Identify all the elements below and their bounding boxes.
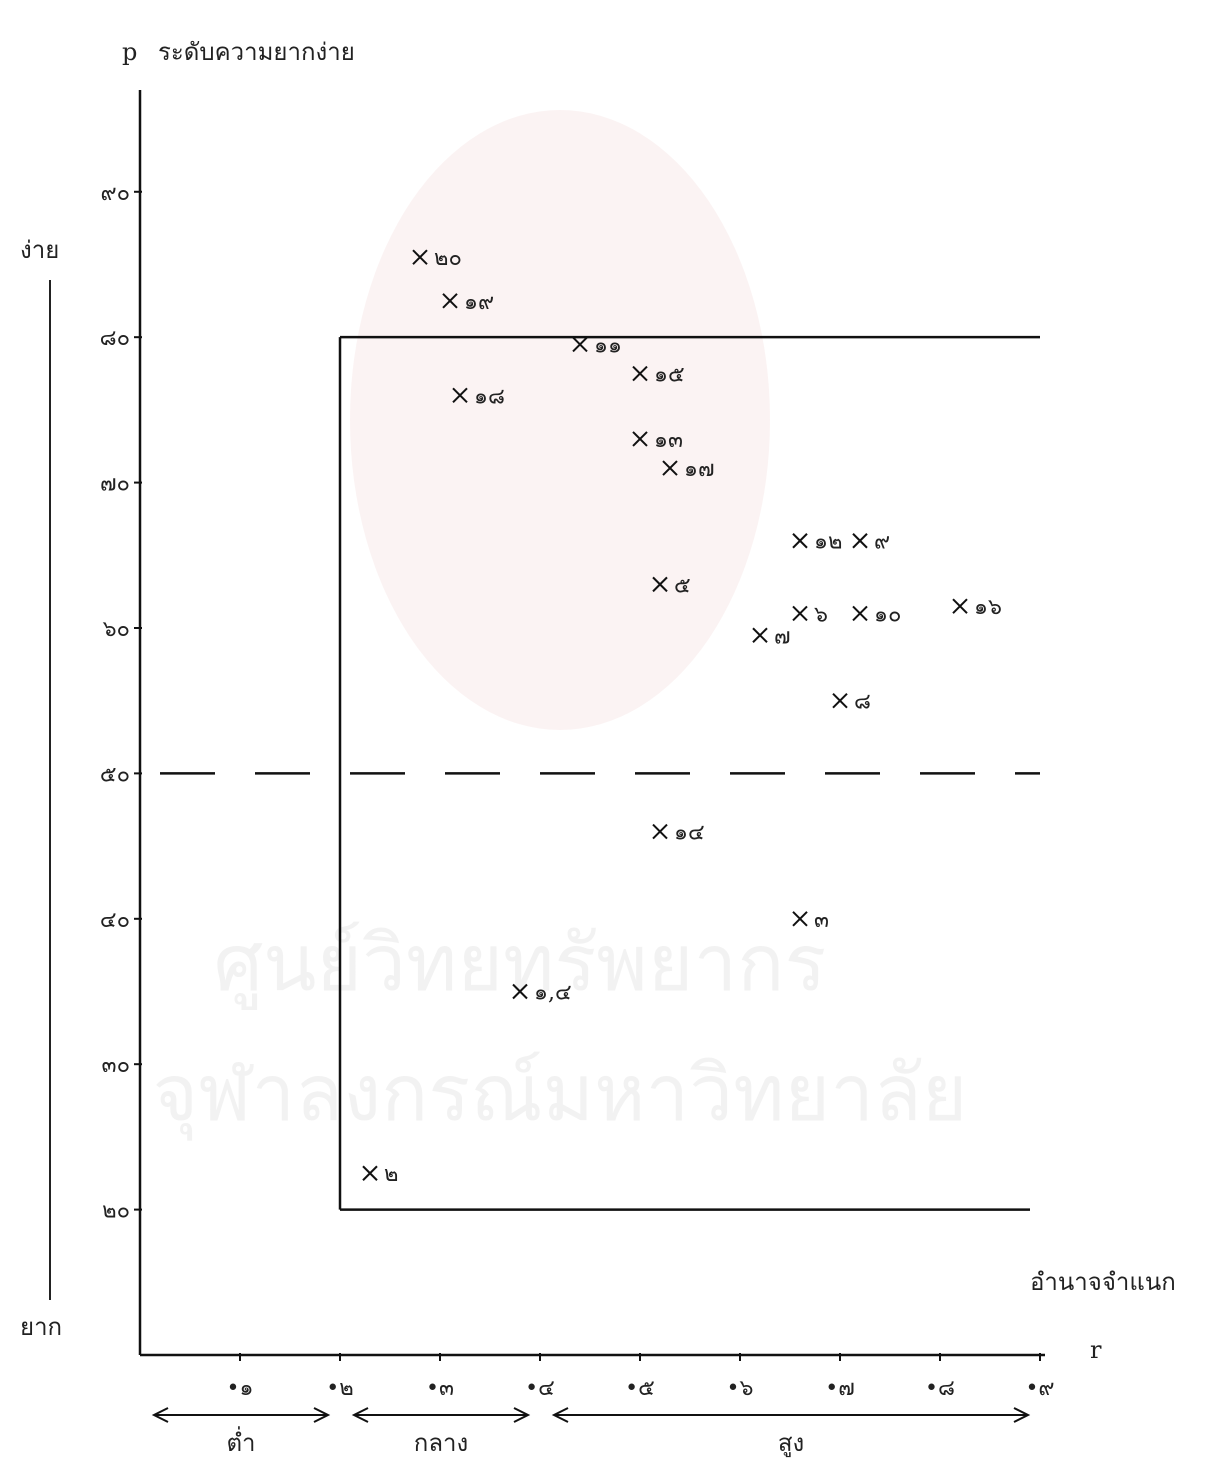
point-label: ๖ <box>814 602 828 627</box>
band-label: สูง <box>778 1429 804 1458</box>
point-marker-stroke <box>632 365 648 382</box>
band-label: ต่ำ <box>226 1426 255 1457</box>
y-side-label-hard: ยาก <box>20 1313 62 1341</box>
y-tick-label: ๕๐ <box>100 762 130 787</box>
data-point: ๑๒ <box>792 530 842 555</box>
point-marker-stroke <box>952 598 968 614</box>
point-marker-stroke <box>792 533 808 549</box>
watermark: ศูนย์วิทยทรัพยากร จุฬาลงกรณ์มหาวิทยาลัย <box>152 110 968 1141</box>
band-arrow-left-head <box>551 1407 569 1423</box>
point-label: ๑๓ <box>654 428 683 453</box>
point-label: ๑๖ <box>974 595 1002 620</box>
data-point: ๘ <box>832 690 871 715</box>
point-label: ๕ <box>674 573 691 598</box>
point-marker-stroke <box>572 336 588 353</box>
point-label: ๑,๔ <box>534 980 572 1005</box>
point-label: ๑๕ <box>654 363 685 388</box>
point-label: ๑๔ <box>674 821 705 846</box>
x-axis-title: อำนาจจำแนก <box>1030 1268 1176 1296</box>
data-point: ๒ <box>362 1162 399 1187</box>
data-point: ๑๔ <box>652 821 705 846</box>
point-label: ๒ <box>384 1162 399 1187</box>
band-label: กลาง <box>414 1429 468 1457</box>
data-point: ๑๗ <box>662 457 715 482</box>
band-arrow-left-head <box>351 1407 369 1423</box>
band-arrow-right-head <box>513 1407 531 1423</box>
data-point: ๑,๔ <box>512 980 572 1005</box>
y-tick-label: ๗๐ <box>100 472 130 497</box>
point-label: ๑๙ <box>464 290 494 315</box>
point-label: ๑๐ <box>874 602 901 627</box>
point-label: ๗ <box>774 624 791 649</box>
point-label: ๑๗ <box>684 457 715 482</box>
data-point: ๑๓ <box>632 428 683 453</box>
x-tick-label: •๓ <box>426 1376 454 1401</box>
point-marker-stroke <box>652 576 668 593</box>
data-point: ๓ <box>792 908 829 933</box>
point-label: ๓ <box>814 908 829 933</box>
data-point: ๒๐ <box>412 246 462 271</box>
x-tick-label: •๕ <box>625 1376 655 1401</box>
point-label: ๑๘ <box>474 384 505 409</box>
acceptance-region <box>338 335 1040 1211</box>
y-axis-title: ระดับความยากง่าย <box>158 38 355 66</box>
y-ticks: ๒๐ ๓๐ ๔๐ ๕๐ ๖๐ ๗๐ ๘๐ ๙๐ <box>100 181 142 1224</box>
x-axis-symbol: r <box>1090 1336 1102 1364</box>
discrimination-bands: ต่ำ กลาง สูง <box>151 1407 1031 1458</box>
point-label: ๙ <box>874 530 890 555</box>
y-side-label-easy: ง่าย <box>20 236 59 264</box>
x-tick-label: •๔ <box>525 1376 555 1401</box>
data-point: ๙ <box>852 530 890 555</box>
x-tick-label: •๙ <box>1025 1376 1054 1401</box>
x-tick-label: •๘ <box>925 1376 955 1401</box>
point-marker-stroke <box>442 293 458 309</box>
point-label: ๘ <box>854 690 871 715</box>
point-marker-stroke <box>752 627 768 643</box>
y-tick-label: ๓๐ <box>102 1053 130 1078</box>
x-tick-label: •๑ <box>227 1376 254 1401</box>
data-point: ๑๕ <box>632 363 685 388</box>
y-tick-label: ๙๐ <box>100 181 130 206</box>
watermark-line1: ศูนย์วิทยทรัพยากร <box>214 919 827 1010</box>
x-ticks: •๑ •๒ •๓ •๔ •๕ •๖ •๗ •๘ •๙ <box>227 1353 1055 1401</box>
data-point: ๗ <box>752 624 791 649</box>
data-point: ๑๑ <box>572 333 622 358</box>
point-marker-stroke <box>852 533 868 549</box>
point-marker-stroke <box>652 823 668 840</box>
point-marker-stroke <box>632 431 648 447</box>
data-point: ๑๖ <box>952 595 1002 620</box>
band-arrow-left-head <box>151 1407 169 1423</box>
y-tick-label: ๒๐ <box>102 1199 130 1224</box>
point-marker-stroke <box>792 605 808 622</box>
point-marker-stroke <box>412 249 428 265</box>
x-tick-label: •๒ <box>326 1376 353 1401</box>
data-point: ๖ <box>792 602 828 627</box>
x-tick-label: •๖ <box>727 1376 754 1401</box>
point-label: ๒๐ <box>434 246 462 271</box>
data-point: ๑๘ <box>452 384 505 409</box>
y-tick-label: ๔๐ <box>100 908 130 933</box>
point-marker-stroke <box>512 983 528 1000</box>
point-marker-stroke <box>832 692 848 709</box>
watermark-line2: จุฬาลงกรณ์มหาวิทยาลัย <box>152 1049 967 1141</box>
data-point: ๑๙ <box>442 290 494 315</box>
point-label: ๑๑ <box>594 333 622 358</box>
x-tick-label: •๗ <box>825 1376 855 1401</box>
point-marker-stroke <box>362 1165 378 1181</box>
point-label: ๑๒ <box>814 530 842 555</box>
band-arrow-right-head <box>313 1407 331 1423</box>
data-point: ๑๐ <box>852 602 901 627</box>
y-axis-symbol: p <box>122 38 137 66</box>
point-marker-stroke <box>662 460 678 476</box>
y-tick-label: ๖๐ <box>103 617 130 642</box>
band-arrow-right-head <box>1013 1407 1031 1423</box>
data-point: ๕ <box>652 573 691 598</box>
point-marker-stroke <box>852 605 868 622</box>
y-tick-label: ๘๐ <box>100 326 130 351</box>
point-marker-stroke <box>452 387 468 404</box>
point-marker-stroke <box>792 911 808 927</box>
